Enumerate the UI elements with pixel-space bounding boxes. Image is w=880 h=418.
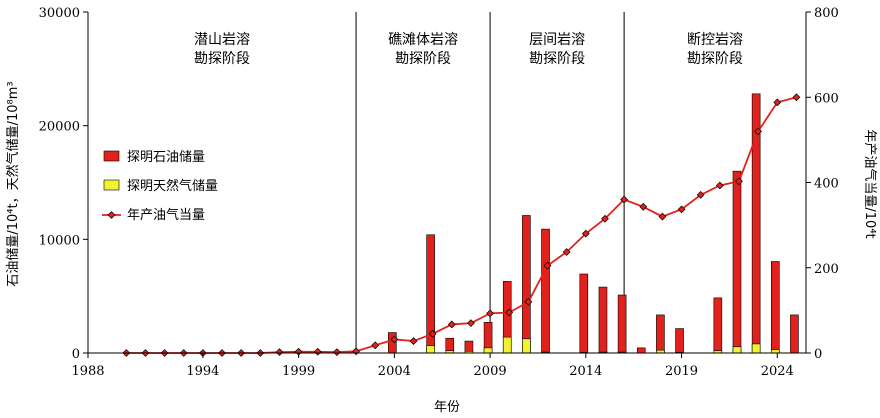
- production-point: [505, 308, 514, 317]
- production-point: [275, 348, 284, 357]
- production-point: [447, 320, 456, 329]
- phase-label: 勘探阶段: [529, 51, 585, 67]
- phase-label: 礁滩体岩溶: [388, 32, 458, 48]
- phase-label: 断控岩溶: [687, 32, 743, 48]
- right-y-axis-title: 年产油气当量/10⁴t: [862, 129, 878, 238]
- gas-reserve-bar: [426, 345, 435, 354]
- oil-reserve-bar: [598, 286, 608, 354]
- oil-reserve-bar: [675, 328, 684, 354]
- legend-gas-swatch: [103, 179, 120, 191]
- axes: 1988 1994 1999 2004 2009 2014 2019 2024 0 10000 20…: [39, 6, 839, 379]
- production-point: [677, 205, 686, 214]
- phase-label: 勘探阶段: [194, 51, 250, 67]
- production-point: [352, 347, 360, 356]
- production-point: [715, 181, 724, 190]
- production-point: [735, 177, 743, 186]
- oil-reserve-bar: [713, 297, 723, 354]
- production-point: [486, 309, 494, 318]
- phase-label: 勘探阶段: [395, 51, 451, 67]
- oil-reserve-bar: [636, 347, 646, 354]
- production-point: [773, 98, 782, 107]
- bar-series: [388, 93, 799, 354]
- x-tick-label: 2004: [378, 364, 411, 379]
- production-point: [428, 329, 437, 338]
- legend-oil-swatch: [103, 150, 120, 162]
- oil-reserve-bar: [732, 170, 742, 354]
- production-point: [543, 261, 552, 270]
- right-y-tick-label: 600: [814, 91, 839, 106]
- production-point: [601, 214, 609, 223]
- oil-reserve-bar: [541, 228, 550, 354]
- production-point: [333, 348, 341, 357]
- left-y-axis-title: 石油储量/10⁴t，天然气储量/10⁸m³: [5, 81, 21, 286]
- production-point: [524, 297, 533, 306]
- oil-reserve-bar: [522, 215, 531, 354]
- x-tick-label: 2014: [569, 364, 602, 379]
- legend-oil-label: 探明石油储量: [127, 150, 205, 165]
- oil-reserve-bar: [617, 294, 627, 354]
- production-point: [390, 335, 399, 344]
- left-y-tick-label: 30000: [39, 6, 80, 21]
- production-line-series: [122, 93, 801, 357]
- x-tick-label: 2009: [474, 364, 507, 379]
- production-point: [620, 195, 629, 204]
- right-y-tick-label: 800: [814, 6, 839, 21]
- gas-reserve-bar: [483, 347, 493, 354]
- production-point: [696, 190, 705, 199]
- phase-label: 潜山岩溶: [194, 32, 250, 48]
- gas-reserve-bar: [770, 349, 780, 354]
- left-y-tick-label: 10000: [39, 233, 80, 248]
- x-tick-label: 2019: [665, 364, 698, 379]
- production-point: [313, 347, 322, 356]
- production-point: [581, 229, 590, 238]
- gas-reserve-bar: [522, 338, 531, 354]
- right-y-tick-label: 400: [814, 177, 839, 192]
- production-point: [792, 93, 801, 102]
- production-point: [754, 127, 763, 136]
- legend-line-marker: [107, 211, 116, 219]
- left-y-tick-label: 20000: [39, 120, 80, 135]
- legend-line-label: 年产油气当量: [127, 207, 205, 223]
- right-y-tick-label: 0: [814, 347, 822, 362]
- phase-label: 勘探阶段: [687, 51, 743, 67]
- right-y-tick-label: 200: [814, 262, 839, 277]
- oil-reserve-bar: [656, 314, 665, 354]
- left-y-tick-label: 0: [72, 347, 80, 362]
- x-tick-label: 2024: [761, 364, 794, 379]
- oil-reserve-bar: [579, 273, 589, 354]
- x-axis-title: 年份: [434, 400, 460, 415]
- production-point: [409, 337, 418, 345]
- gas-reserve-bar: [502, 336, 512, 354]
- phase-label: 层间岩溶: [529, 32, 585, 48]
- x-tick-label: 1999: [282, 364, 315, 379]
- x-tick-label: 1988: [71, 364, 104, 379]
- legend-gas-label: 探明天然气储量: [127, 178, 218, 194]
- production-point: [371, 341, 380, 350]
- production-point: [639, 202, 648, 211]
- production-line: [126, 96, 797, 354]
- gas-reserve-bar: [732, 346, 742, 354]
- production-point: [562, 248, 571, 256]
- oil-reserve-bar: [790, 314, 799, 354]
- oil-reserve-bar: [770, 261, 780, 354]
- x-tick-label: 1994: [186, 364, 219, 379]
- production-point: [467, 319, 475, 328]
- oil-reserve-bar: [388, 332, 397, 354]
- production-point: [658, 212, 667, 221]
- gas-reserve-bar: [751, 343, 761, 354]
